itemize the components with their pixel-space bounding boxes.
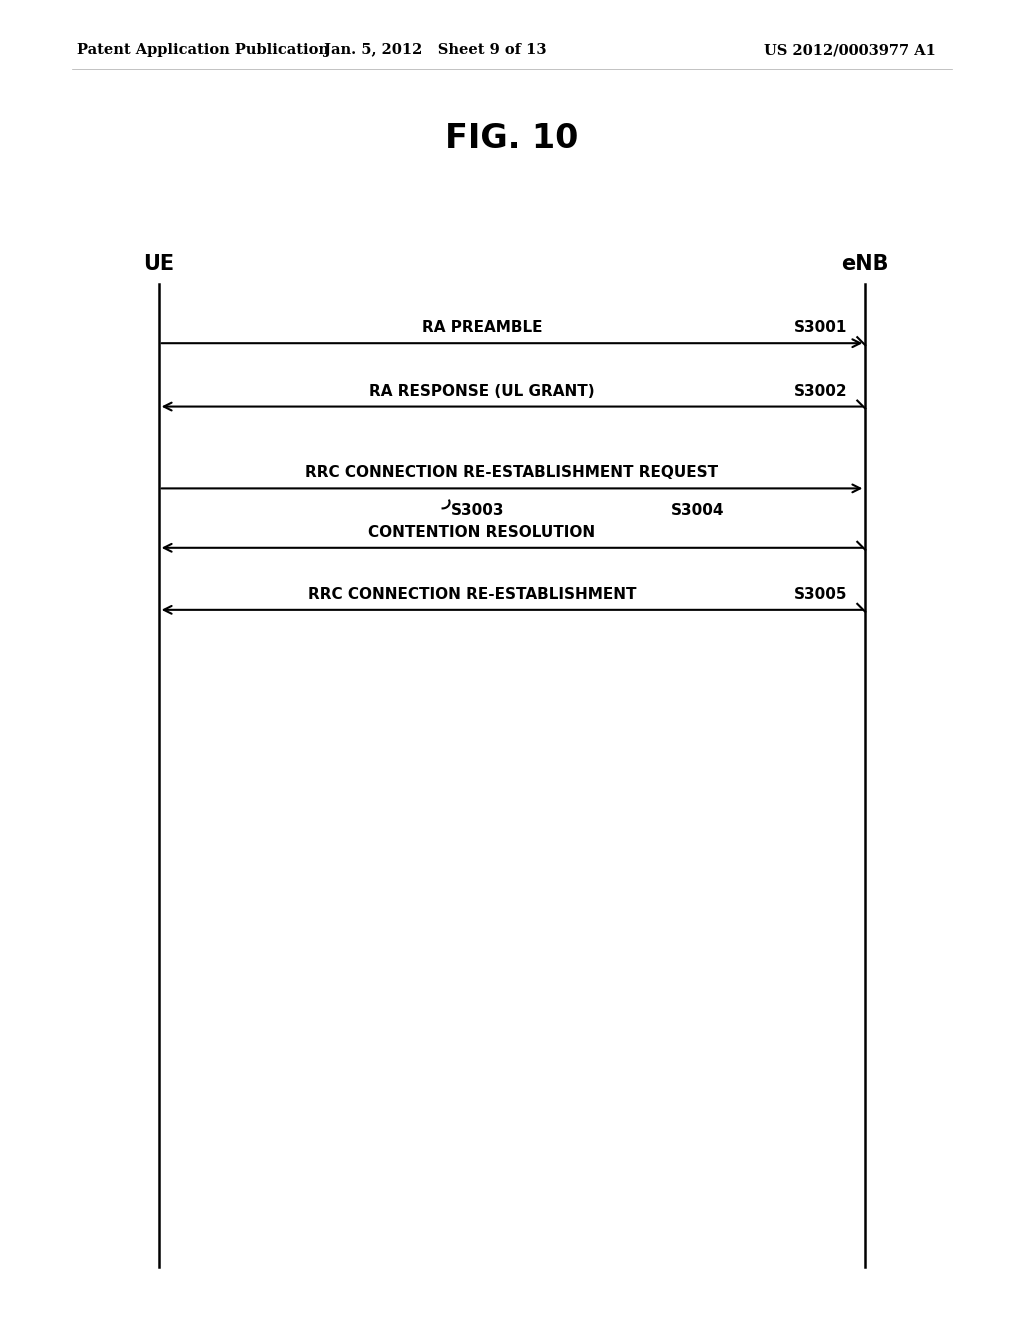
Text: eNB: eNB	[842, 253, 889, 273]
Text: RRC CONNECTION RE-ESTABLISHMENT REQUEST: RRC CONNECTION RE-ESTABLISHMENT REQUEST	[305, 466, 719, 480]
Text: CONTENTION RESOLUTION: CONTENTION RESOLUTION	[369, 525, 596, 540]
Text: RRC CONNECTION RE-ESTABLISHMENT: RRC CONNECTION RE-ESTABLISHMENT	[308, 587, 636, 602]
Text: US 2012/0003977 A1: US 2012/0003977 A1	[764, 44, 936, 57]
Text: UE: UE	[143, 253, 174, 273]
Text: Jan. 5, 2012   Sheet 9 of 13: Jan. 5, 2012 Sheet 9 of 13	[324, 44, 547, 57]
Text: RA PREAMBLE: RA PREAMBLE	[422, 321, 543, 335]
Text: S3004: S3004	[671, 503, 724, 519]
Text: S3003: S3003	[451, 503, 504, 519]
Text: FIG. 10: FIG. 10	[445, 121, 579, 154]
Text: Patent Application Publication: Patent Application Publication	[77, 44, 329, 57]
Text: RA RESPONSE (UL GRANT): RA RESPONSE (UL GRANT)	[370, 384, 595, 399]
Text: S3005: S3005	[794, 587, 847, 602]
Text: S3001: S3001	[794, 321, 847, 335]
Text: S3002: S3002	[794, 384, 847, 399]
